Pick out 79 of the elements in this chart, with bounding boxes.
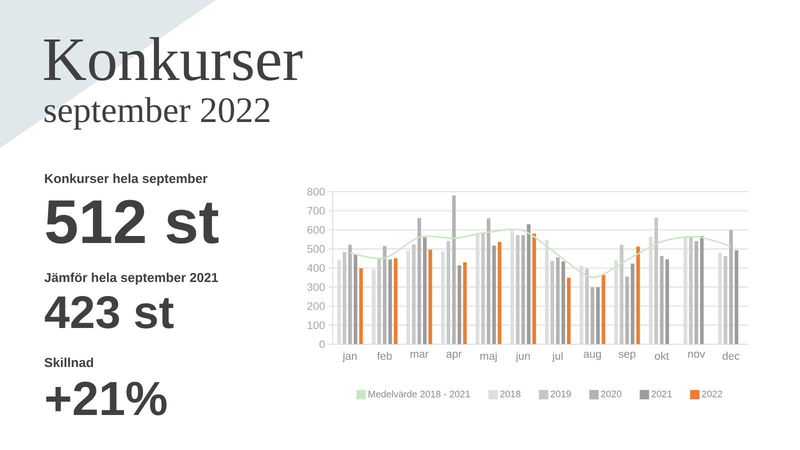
x-tick-label: mar — [410, 352, 429, 358]
y-tick-label: 0 — [320, 340, 325, 348]
bar — [636, 246, 640, 344]
x-tick-label: nov — [688, 352, 706, 358]
bar — [417, 218, 422, 344]
bar — [412, 244, 416, 344]
y-tick-label: 300 — [307, 283, 325, 291]
bar — [516, 234, 520, 344]
y-tick-label: 800 — [307, 188, 325, 196]
legend-label: 2022 — [702, 390, 722, 398]
chart-title: Konkurser — [44, 37, 302, 81]
bar — [700, 236, 704, 344]
bar — [532, 234, 536, 344]
x-tick-label: jun — [516, 352, 530, 362]
y-tick-label: 400 — [307, 264, 325, 272]
legend-label: 2019 — [550, 390, 571, 398]
x-tick-label: aug — [584, 352, 601, 360]
bar — [359, 268, 363, 344]
bar — [550, 260, 554, 344]
chart-subtitle: september 2022 — [44, 97, 270, 130]
text: Skillnad — [44, 358, 94, 368]
bar — [526, 224, 530, 344]
bar — [729, 230, 733, 344]
y-tick-label: 100 — [308, 321, 325, 330]
x-tick-label: apr — [446, 352, 462, 360]
legend-label: 2021 — [652, 390, 672, 398]
x-tick-label: feb — [377, 352, 392, 360]
bar — [596, 287, 600, 344]
y-tick-label: 700 — [307, 206, 325, 215]
bar — [521, 234, 525, 344]
text: Konkurser hela september — [45, 174, 208, 186]
bar — [590, 287, 594, 344]
line-series — [349, 228, 732, 278]
bar — [458, 265, 462, 344]
x-tick-label: jul — [552, 352, 563, 362]
y-tick-label: 200 — [307, 302, 325, 310]
x-tick-label: sep — [618, 352, 636, 360]
bar — [562, 261, 566, 344]
legend-label: 2018 — [500, 390, 520, 398]
bar — [428, 250, 432, 344]
x-tick-label: okt — [654, 352, 669, 360]
y-tick-label: 600 — [307, 226, 325, 234]
bar — [654, 218, 658, 344]
bar — [348, 244, 352, 344]
bar — [452, 195, 456, 344]
text: 423 st — [44, 296, 174, 328]
bar — [446, 241, 450, 344]
bar — [422, 237, 427, 344]
bar — [602, 275, 606, 344]
x-tick-label: jan — [342, 352, 357, 362]
bar — [567, 278, 571, 344]
text: +21% — [46, 382, 167, 416]
bar — [694, 241, 698, 344]
x-tick-label: maj — [480, 352, 497, 362]
bar — [585, 268, 589, 344]
bar — [724, 256, 728, 344]
bar — [665, 259, 670, 344]
bar — [630, 264, 634, 344]
bar — [486, 218, 490, 344]
bar — [481, 233, 485, 344]
bar — [498, 242, 502, 344]
bar — [492, 246, 496, 344]
bar — [382, 246, 386, 344]
bar — [354, 254, 358, 344]
bar — [734, 250, 738, 344]
bar — [660, 256, 664, 344]
bar — [625, 276, 629, 344]
bar — [556, 257, 560, 344]
y-tick-label: 500 — [307, 245, 325, 253]
text: 512 st — [46, 200, 218, 244]
legend-label: Medelvärde 2018 - 2021 — [368, 390, 470, 398]
text: Jämför hela september 2021 — [44, 272, 218, 285]
x-tick-label: dec — [722, 352, 740, 360]
bar — [689, 236, 693, 344]
bar — [342, 252, 346, 344]
legend-label: 2020 — [601, 390, 622, 398]
bar — [394, 258, 398, 344]
bar — [463, 262, 467, 344]
bar — [388, 259, 392, 344]
